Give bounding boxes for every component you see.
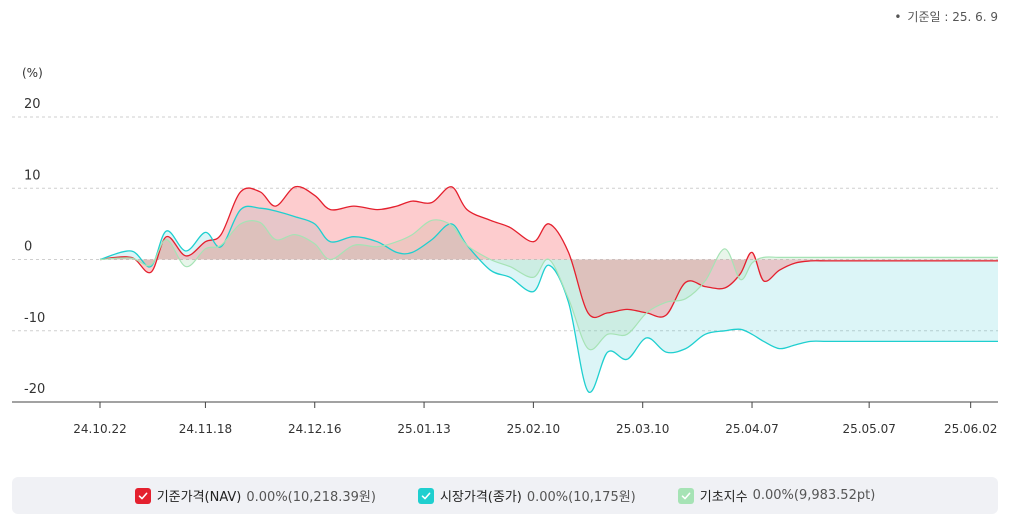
- x-tick-label: 25.01.13: [397, 422, 450, 436]
- x-tick-label: 25.04.07: [725, 422, 778, 436]
- y-tick-label: -20: [24, 382, 45, 397]
- legend-label: 시장가격(종가): [439, 490, 522, 505]
- y-axis-unit: (%): [22, 66, 43, 80]
- x-tick-label: 25.06.02: [944, 422, 997, 436]
- legend: 기준가격(NAV) 0.00%(10,218.39원) 시장가격(종가) 0.00%(…: [12, 477, 998, 514]
- x-tick-label: 24.10.22: [73, 422, 126, 436]
- series-area-0: [100, 186, 998, 318]
- series-line-2: [99, 219, 998, 351]
- base-date: • 기준일 : 25. 6. 9: [894, 8, 998, 25]
- legend-value: 0.00%(10,218.39원): [246, 490, 376, 505]
- y-tick-label: 10: [24, 168, 41, 183]
- x-tick-label: 25.05.07: [842, 422, 895, 436]
- performance-chart: (%) 20 10 0 -10 -20 24.10.22 24.11.18 24.12.16 25…: [12, 66, 999, 436]
- legend-item[interactable]: 기초지수 0.00%(9,983.52pt): [677, 486, 876, 505]
- series-area-1: [100, 206, 998, 393]
- grid-layer: [12, 116, 998, 332]
- check-icon[interactable]: [134, 487, 151, 504]
- legend-item[interactable]: 기준가격(NAV) 0.00%(10,218.39원): [134, 486, 376, 505]
- legend-value: 0.00%(10,175원): [526, 490, 636, 505]
- y-tick-label: 0: [24, 240, 32, 255]
- y-tick-label: 20: [24, 97, 41, 112]
- y-tick-label: -10: [24, 311, 45, 326]
- axis-layer: (%) 20 10 0 -10 -20 24.10.22 24.11.18 24.12.16 25…: [12, 66, 998, 436]
- check-icon[interactable]: [677, 487, 694, 504]
- legend-label: 기준가격(NAV): [156, 490, 242, 505]
- legend-label: 기초지수: [699, 490, 748, 505]
- legend-item[interactable]: 시장가격(종가) 0.00%(10,175원): [417, 486, 636, 505]
- series-line-0: [99, 185, 998, 319]
- area-layer: [100, 186, 998, 393]
- x-tick-label: 24.11.18: [179, 422, 232, 436]
- line-layer: [99, 185, 999, 393]
- series-line-1: [99, 205, 999, 393]
- legend-value: 0.00%(9,983.52pt): [752, 488, 876, 503]
- x-tick-label: 25.03.10: [616, 422, 669, 436]
- bullet-icon: •: [894, 10, 902, 24]
- check-icon[interactable]: [417, 487, 434, 504]
- x-tick-label: 25.02.10: [507, 422, 560, 436]
- x-tick-label: 24.12.16: [288, 422, 341, 436]
- base-date-text: 기준일 : 25. 6. 9: [907, 10, 998, 24]
